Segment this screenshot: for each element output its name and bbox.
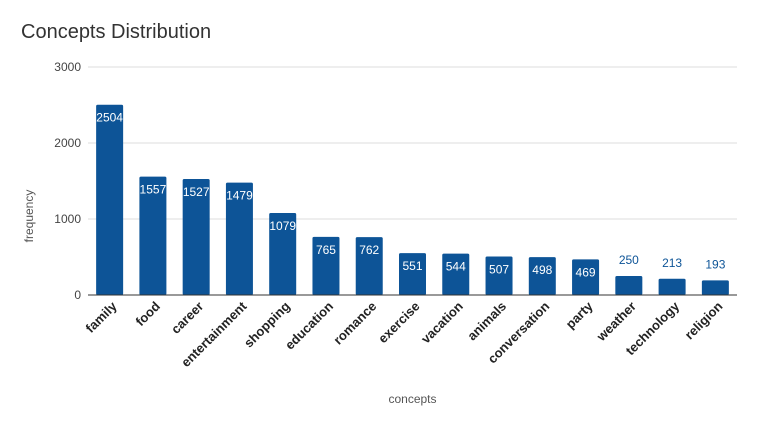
- data-label-animals: 507: [489, 262, 509, 276]
- x-tick-label: exercise: [375, 299, 422, 346]
- bar-romance: [355, 237, 383, 295]
- y-tick-label: 0: [74, 288, 81, 302]
- x-tick-label: vacation: [418, 298, 466, 346]
- data-label-exercise: 551: [402, 259, 422, 273]
- x-tick-label: career: [168, 299, 206, 337]
- y-tick-label: 2000: [54, 136, 81, 150]
- bar-weather: [615, 276, 643, 295]
- bar-technology: [658, 278, 686, 295]
- x-tick-label: family: [83, 298, 121, 336]
- y-axis-title: frequency: [22, 190, 36, 243]
- y-tick-label: 3000: [54, 60, 81, 74]
- data-labels: 2504 1557 1527 1479 1079 765 762 551 544 507 498 46…: [96, 111, 725, 280]
- chart-title: Concepts Distribution: [21, 21, 212, 43]
- data-label-party: 469: [576, 265, 596, 279]
- data-label-family: 2504: [96, 111, 123, 125]
- data-label-shopping: 1079: [269, 219, 296, 233]
- bar-religion: [701, 280, 729, 295]
- data-label-romance: 762: [359, 243, 379, 257]
- x-axis-categories: family food careerentertainmentshoppingedu…: [83, 298, 726, 370]
- data-label-education: 765: [316, 243, 336, 257]
- bar-exercise: [399, 253, 426, 295]
- bar-conversation: [528, 257, 556, 295]
- data-label-religion: 193: [705, 257, 725, 271]
- data-label-entertainment: 1479: [226, 189, 253, 203]
- bar-party: [572, 259, 600, 295]
- bar-education: [312, 236, 340, 295]
- bar-animals: [485, 256, 513, 295]
- data-label-conversation: 498: [532, 263, 552, 277]
- bar-entertainment: [225, 182, 253, 295]
- bar-shopping: [269, 212, 297, 295]
- data-label-vacation: 544: [446, 260, 466, 274]
- x-tick-label: food: [133, 298, 164, 329]
- bar-family: [96, 104, 124, 295]
- y-tick-label: 1000: [54, 212, 81, 226]
- bar-food: [139, 176, 167, 295]
- bar-career: [182, 178, 210, 295]
- bars: [96, 104, 729, 295]
- x-tick-label: party: [563, 298, 597, 332]
- y-axis-ticks: 0 1000 2000 3000: [54, 60, 81, 302]
- data-label-weather: 250: [619, 253, 639, 267]
- x-tick-label: romance: [330, 299, 379, 348]
- data-label-technology: 213: [662, 256, 682, 270]
- x-tick-label: religion: [682, 298, 726, 342]
- x-axis-title: concepts: [388, 392, 436, 406]
- bar-vacation: [442, 253, 470, 295]
- data-label-food: 1557: [140, 183, 167, 197]
- data-label-career: 1527: [183, 185, 210, 199]
